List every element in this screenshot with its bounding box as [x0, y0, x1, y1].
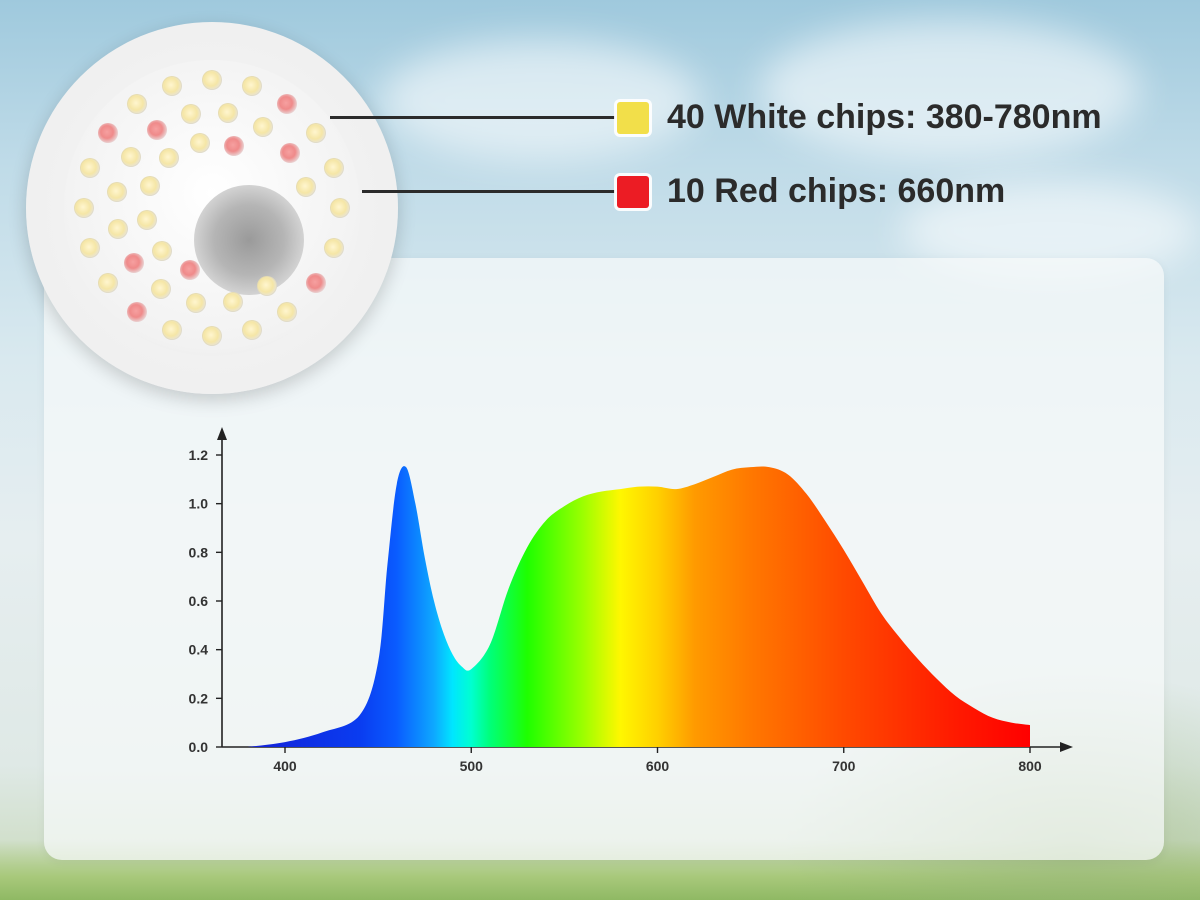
legend-white-chips: 40 White chips: 380-780nm [617, 98, 1102, 137]
y-tick-label: 0.8 [189, 544, 209, 560]
white-led-chip [241, 76, 262, 97]
white-led-chip [120, 146, 141, 167]
y-tick-label: 1.0 [189, 496, 209, 512]
y-tick-label: 0.4 [189, 642, 209, 658]
white-led-chip [218, 103, 239, 124]
white-led-chip [323, 237, 344, 258]
red-led-chip [123, 253, 144, 274]
x-tick-label: 600 [646, 758, 670, 774]
cloud [380, 40, 700, 160]
white-led-chip [330, 198, 350, 218]
leader-line-red [362, 190, 615, 193]
legend-red-label: 10 Red chips: 660nm [667, 172, 1006, 210]
legend-red-chips: 10 Red chips: 660nm [617, 172, 1005, 211]
red-led-chip [224, 135, 244, 156]
white-led-chip [253, 116, 274, 137]
y-tick-label: 0.6 [189, 593, 209, 609]
white-led-chip [80, 237, 101, 258]
red-chip-swatch [617, 175, 649, 208]
led-lamp-image [26, 22, 398, 394]
red-led-chip [277, 94, 298, 115]
red-led-chip [280, 142, 301, 163]
y-tick-label: 0.0 [189, 739, 209, 755]
white-led-chip [202, 70, 222, 90]
white-led-chip [139, 175, 160, 196]
white-led-chip [202, 326, 222, 346]
white-led-chip [108, 219, 129, 240]
x-tick-label: 800 [1018, 758, 1042, 774]
legend-white-label: 40 White chips: 380-780nm [667, 98, 1102, 136]
red-led-chip [179, 260, 200, 281]
cloud [760, 20, 1140, 160]
white-led-chip [107, 181, 128, 202]
x-axis-arrow [1060, 742, 1073, 752]
white-led-chip [185, 292, 206, 313]
white-led-chip [257, 276, 278, 297]
white-chip-swatch [617, 101, 649, 134]
white-led-chip [162, 76, 183, 97]
white-led-chip [295, 176, 316, 197]
white-led-chip [74, 198, 94, 218]
x-tick-label: 700 [832, 758, 856, 774]
leader-line-white [330, 116, 615, 119]
white-led-chip [159, 147, 180, 168]
white-led-chip [323, 158, 344, 179]
lamp-hub [194, 185, 304, 295]
white-led-chip [98, 273, 119, 294]
white-led-chip [126, 94, 147, 115]
white-led-chip [150, 279, 171, 300]
white-led-chip [80, 158, 101, 179]
white-led-chip [189, 133, 210, 154]
red-led-chip [146, 119, 167, 140]
red-led-chip [305, 273, 326, 294]
red-led-chip [98, 122, 119, 143]
red-led-chip [126, 301, 147, 322]
y-tick-label: 1.2 [189, 447, 209, 463]
white-led-chip [162, 319, 183, 340]
y-axis-arrow [217, 427, 227, 440]
white-led-chip [277, 301, 298, 322]
white-led-chip [223, 291, 244, 312]
white-led-chip [241, 319, 262, 340]
led-board [64, 60, 360, 356]
y-tick-label: 0.2 [189, 690, 209, 706]
x-tick-label: 400 [273, 758, 297, 774]
spectrum-area [247, 466, 1030, 747]
white-led-chip [180, 104, 201, 125]
white-led-chip [305, 122, 326, 143]
x-tick-label: 500 [460, 758, 484, 774]
white-led-chip [137, 210, 158, 231]
white-led-chip [151, 240, 172, 261]
